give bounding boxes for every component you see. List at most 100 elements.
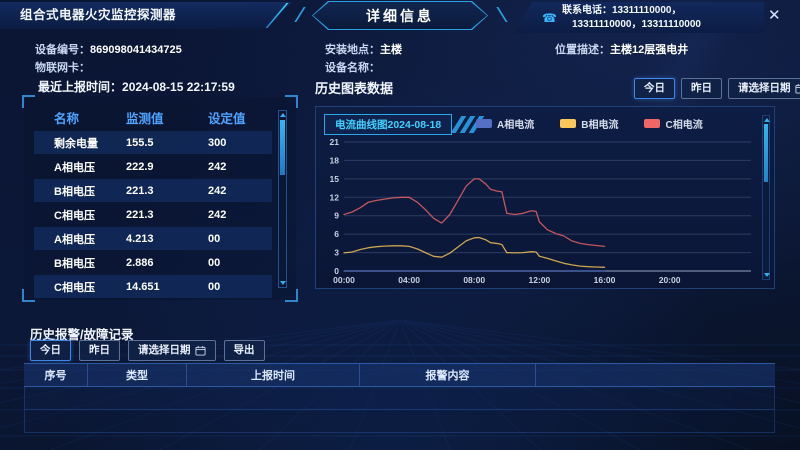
param-name: 剩余电量 xyxy=(54,137,98,150)
device-name-field: 设备名称： xyxy=(325,59,380,75)
monitor-value: 221.3 xyxy=(126,184,154,197)
corner-bracket xyxy=(22,95,35,108)
scroll-up-icon[interactable] xyxy=(764,118,770,122)
page-title: 详细信息 xyxy=(313,2,487,29)
legend-item[interactable]: C相电流 xyxy=(644,116,703,131)
scroll-up-icon[interactable] xyxy=(280,113,286,117)
page-title-badge: 详细信息 xyxy=(312,1,488,30)
history-chart-title: 历史图表数据 xyxy=(315,81,394,96)
chart-scrollbar[interactable] xyxy=(762,115,770,280)
svg-text:12: 12 xyxy=(330,192,340,202)
scroll-down-icon[interactable] xyxy=(280,281,286,285)
monitor-value: 222.9 xyxy=(126,160,154,173)
chart-pick-date-button[interactable]: 请选择日期 xyxy=(728,78,800,99)
last-report-label: 最近上报时间： xyxy=(38,80,123,94)
phone-icon: ☎ xyxy=(542,10,557,25)
location-desc-label: 位置描述： xyxy=(555,44,610,56)
set-value: 242 xyxy=(208,184,227,197)
param-name: A相电压 xyxy=(54,161,95,174)
alarm-table-header: 序号 类型 上报时间 报警内容 xyxy=(24,363,775,387)
svg-text:6: 6 xyxy=(334,229,339,239)
location-desc-field: 位置描述：主楼12层强电井 xyxy=(555,41,688,57)
svg-text:18: 18 xyxy=(330,155,340,165)
badge-wing-left xyxy=(294,7,315,22)
last-report-time: 最近上报时间：2024-08-15 22:17:59 xyxy=(38,78,235,95)
col-monitor-value: 监测值 xyxy=(126,111,164,126)
calendar-icon xyxy=(794,83,800,94)
alarm-empty-row xyxy=(24,387,775,410)
svg-text:3: 3 xyxy=(334,248,339,258)
alarm-pick-date-button[interactable]: 请选择日期 xyxy=(128,340,216,361)
iot-card-label: 物联网卡： xyxy=(35,62,90,74)
param-name: C相电压 xyxy=(54,281,95,294)
iot-card-field: 物联网卡： xyxy=(35,59,90,75)
legend-item[interactable]: A相电流 xyxy=(476,116,534,131)
install-site-value: 主楼 xyxy=(380,44,402,56)
device-number-label: 设备编号： xyxy=(35,44,90,56)
current-curve-chart: 电流曲线图2024-08-18 A相电流 B相电流 C相电流 0 3 6 9 12 15 18 2… xyxy=(315,106,775,289)
calendar-icon xyxy=(194,345,206,356)
corner-bracket xyxy=(22,289,35,302)
table-row: A相电压 4.213 00 xyxy=(34,227,272,250)
table-row: A相电压 222.9 242 xyxy=(34,155,272,178)
table-row: C相电压 221.3 242 xyxy=(34,203,272,226)
pick-date-label: 请选择日期 xyxy=(738,82,791,94)
monitor-table-body: 剩余电量 155.5 300 A相电压 222.9 242 B相电压 221.3 242 C相电压… xyxy=(34,131,272,298)
badge-wing-right xyxy=(487,7,508,22)
svg-text:00:00: 00:00 xyxy=(333,275,355,285)
monitor-value: 221.3 xyxy=(126,208,154,221)
corner-bracket xyxy=(285,95,298,108)
table-row: B相电压 221.3 242 xyxy=(34,179,272,202)
alarm-yesterday-button[interactable]: 昨日 xyxy=(79,340,120,361)
pick-date-label: 请选择日期 xyxy=(138,344,191,356)
scroll-down-icon[interactable] xyxy=(764,273,770,277)
scrollbar-thumb[interactable] xyxy=(280,120,285,175)
location-desc-value: 主楼12层强电井 xyxy=(610,44,689,56)
monitor-table-header: 名称 监测值 设定值 xyxy=(34,103,272,131)
alarm-col-filler xyxy=(536,364,775,386)
alarm-empty-row xyxy=(24,410,775,433)
contact-line2: 13311110000，13311110000 xyxy=(571,18,701,30)
svg-text:12:00: 12:00 xyxy=(529,275,551,285)
legend-item[interactable]: B相电流 xyxy=(560,116,618,131)
legend-swatch xyxy=(560,119,577,128)
table-row: C相电压 14.651 00 xyxy=(34,275,272,298)
monitor-value: 4.213 xyxy=(126,232,154,245)
alarm-table: 序号 类型 上报时间 报警内容 xyxy=(24,363,775,433)
alarm-export-button[interactable]: 导出 xyxy=(223,340,265,361)
app-title: 组合式电器火灾监控探测器 xyxy=(20,8,177,22)
contact-bar: ☎ 联系电话：13311110000， 13311110000，13311110… xyxy=(514,2,764,33)
chart-today-button[interactable]: 今日 xyxy=(634,78,675,99)
contact-line1: 联系电话：13311110000， xyxy=(561,5,682,16)
param-name: A相电压 xyxy=(54,233,95,246)
monitor-value: 2.886 xyxy=(126,256,154,269)
svg-text:0: 0 xyxy=(334,266,339,276)
set-value: 00 xyxy=(208,280,221,293)
app-title-bar xyxy=(0,2,292,29)
legend-swatch xyxy=(644,119,661,128)
alarm-col-header: 上报时间 xyxy=(187,364,360,386)
device-number-field: 设备编号：869098041434725 xyxy=(35,41,182,57)
monitor-table-scrollbar[interactable] xyxy=(278,110,287,288)
chart-yesterday-button[interactable]: 昨日 xyxy=(681,78,722,99)
svg-text:9: 9 xyxy=(334,211,339,221)
close-icon[interactable]: ✕ xyxy=(768,7,781,24)
col-set-value: 设定值 xyxy=(208,111,246,126)
device-number-value: 869098041434725 xyxy=(90,44,182,56)
param-name: B相电压 xyxy=(54,257,95,270)
install-site-label: 安装地点： xyxy=(325,44,380,56)
table-row: 剩余电量 155.5 300 xyxy=(34,131,272,154)
scrollbar-thumb[interactable] xyxy=(764,124,768,182)
set-value: 00 xyxy=(208,232,221,245)
monitor-value: 14.651 xyxy=(126,280,160,293)
svg-text:16:00: 16:00 xyxy=(594,275,616,285)
corner-bracket xyxy=(285,289,298,302)
device-name-label: 设备名称： xyxy=(325,62,380,74)
legend-label: C相电流 xyxy=(665,120,703,131)
chart-badge: 电流曲线图2024-08-18 xyxy=(324,114,485,135)
svg-text:15: 15 xyxy=(330,174,340,184)
svg-text:20:00: 20:00 xyxy=(659,275,681,285)
alarm-today-button[interactable]: 今日 xyxy=(30,340,71,361)
monitor-table-panel: 名称 监测值 设定值 剩余电量 155.5 300 A相电压 222.9 242 B相电压 2… xyxy=(22,95,298,302)
